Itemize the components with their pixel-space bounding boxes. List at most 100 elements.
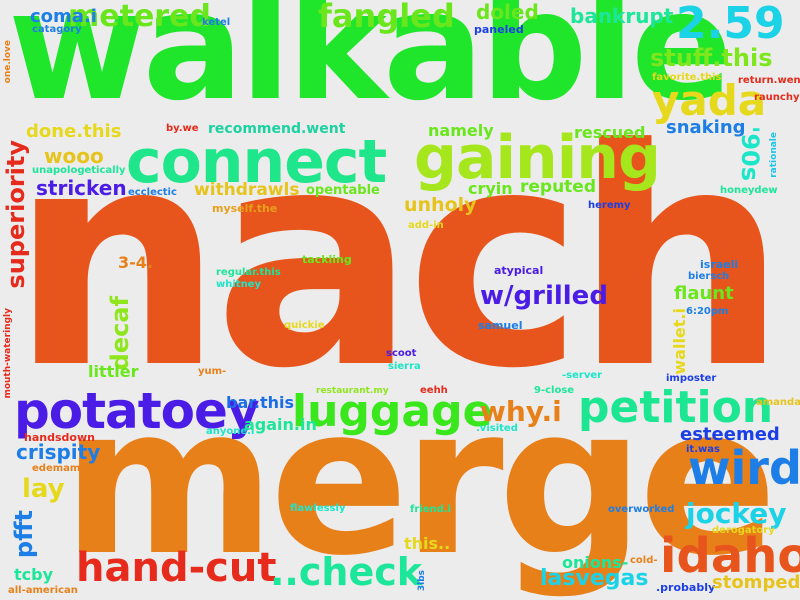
word-atypical: atypical	[494, 264, 544, 277]
word-gaining: gaining	[414, 123, 661, 193]
word-rationale: rationale	[769, 132, 779, 178]
word-hand-cut: hand-cut	[76, 545, 277, 591]
word-why-i: why.i	[480, 395, 562, 428]
word-lay: lay	[22, 474, 65, 504]
word-eehh: eehh	[420, 385, 448, 396]
word-idaho: idaho	[660, 528, 800, 584]
word-amanda: amanda	[756, 397, 800, 408]
word-paneled: paneled	[474, 23, 524, 36]
word-flaunt: flaunt	[674, 283, 734, 304]
word-90s: '90s	[736, 126, 764, 182]
word-tcby: tcby	[14, 565, 54, 584]
word-merge: merge	[62, 363, 778, 600]
word-mouth-wateringly: mouth-wateringly	[3, 308, 13, 399]
word-favorite-this: favorite.this	[652, 72, 722, 83]
word-potatoey: potatoey	[14, 382, 260, 440]
word-wird: wird	[688, 441, 800, 495]
word-wallet-i: wallet.i	[670, 308, 689, 375]
word-regular-this: regular.this	[216, 267, 281, 278]
word-connect: connect	[126, 127, 387, 197]
word-3-4: 3-4.	[118, 253, 153, 272]
word-stomped: stomped	[712, 572, 800, 593]
word-stuff-this: stuff.this	[650, 44, 773, 72]
word-withdrawls: withdrawls	[194, 180, 300, 200]
word-snaking: snaking	[666, 117, 746, 138]
word-bar-this: bar.this	[226, 393, 294, 412]
word-petition: petition	[578, 382, 774, 433]
word-edemame: edemame	[32, 463, 88, 474]
word-it-was: it.was	[686, 444, 720, 455]
word-walkable: walkable	[8, 0, 733, 134]
word-unapologetically: unapologetically	[32, 165, 126, 176]
word-cryin: cryin	[468, 179, 513, 198]
word-stricken: stricken	[36, 176, 127, 200]
word-metered: metered	[68, 0, 211, 34]
word-biersch: biersch	[688, 271, 730, 282]
word-jockey: jockey	[686, 497, 787, 530]
word-overworked: overworked	[608, 504, 675, 515]
word-fangled: fangled	[318, 0, 455, 35]
word-samuel: samuel	[478, 319, 523, 332]
word-tackling: tackling	[302, 253, 352, 266]
word-esteemed: esteemed	[680, 424, 780, 445]
word-onions: onions-	[562, 553, 629, 572]
word-3lbs: 3lbs	[417, 570, 427, 592]
word-catagory: catagory	[32, 24, 82, 35]
word-pfft: pfft	[10, 510, 38, 559]
word-decaf: decaf	[106, 296, 134, 371]
word-w-grilled: w/grilled	[480, 281, 608, 311]
word-flawlessly: flawlessly	[290, 503, 346, 514]
word-crispity: crispity	[16, 440, 101, 464]
word-all-american: all-american	[8, 585, 78, 596]
word-luggage: luggage	[292, 386, 493, 437]
word-honeydew: honeydew	[720, 185, 778, 196]
word-wooo: wooo	[44, 144, 104, 168]
word-visited: .visited	[476, 423, 518, 434]
word-quickie: quickie	[284, 320, 325, 331]
word-lasvegas: lasvegas	[540, 566, 649, 591]
word-unholy: unholy	[404, 194, 477, 216]
word-by-we: by.we	[166, 123, 199, 134]
word-heremy: heremy	[588, 200, 631, 211]
word-restaurant-my: restaurant.my	[316, 386, 389, 396]
word-raunchy: raunchy	[754, 92, 800, 103]
word-cold: cold-	[630, 555, 658, 566]
word-bankrupt: bankrupt	[570, 4, 674, 28]
word-myself-the: myself.the	[212, 202, 278, 215]
word-superiority: superiority	[2, 140, 30, 289]
word-israeli: israeli	[700, 258, 739, 271]
word-ecclectic: ecclectic	[128, 187, 177, 198]
word-imposter: imposter	[666, 373, 717, 384]
word-again-in: again.in	[244, 415, 317, 434]
word-return-went: return.went	[738, 75, 800, 86]
word-sierra: sierra	[388, 361, 421, 372]
word-one-love: one.love	[3, 40, 13, 84]
word-yum: yum-	[198, 366, 227, 377]
word-2-59: 2.59	[676, 0, 785, 49]
word-doled: doled	[476, 0, 539, 24]
word-probably: .probably	[656, 581, 716, 594]
word-6-20pm: 6:20pm	[686, 306, 729, 317]
word-recommend-went: recommend.went	[208, 121, 346, 137]
word-rescued: rescued	[574, 123, 646, 142]
word-namely: namely	[428, 121, 494, 140]
word-whitney: whitney	[216, 279, 261, 290]
word-done-this: done.this	[26, 121, 122, 142]
word-littler: littler	[88, 362, 139, 381]
word-reputed: reputed	[520, 177, 597, 197]
word-yada: yada	[652, 76, 767, 125]
word-anyone-i: anyone.i	[206, 426, 255, 437]
word-check: ..check	[270, 550, 423, 594]
word-coma-i: coma.i	[30, 6, 97, 27]
word-derogatory: derogatory	[712, 525, 775, 536]
word-opentable: opentable	[306, 183, 380, 198]
word-nach: nach	[10, 85, 787, 434]
word-server: -server	[562, 370, 603, 381]
word-scoot: scoot	[386, 348, 417, 359]
word-this: this..	[404, 534, 451, 553]
word-9-close: 9-close	[534, 385, 575, 396]
word-friend-i: friend.i	[410, 504, 451, 515]
word-ketel: ketel	[202, 17, 231, 28]
word-handsdown: handsdown	[24, 431, 95, 444]
